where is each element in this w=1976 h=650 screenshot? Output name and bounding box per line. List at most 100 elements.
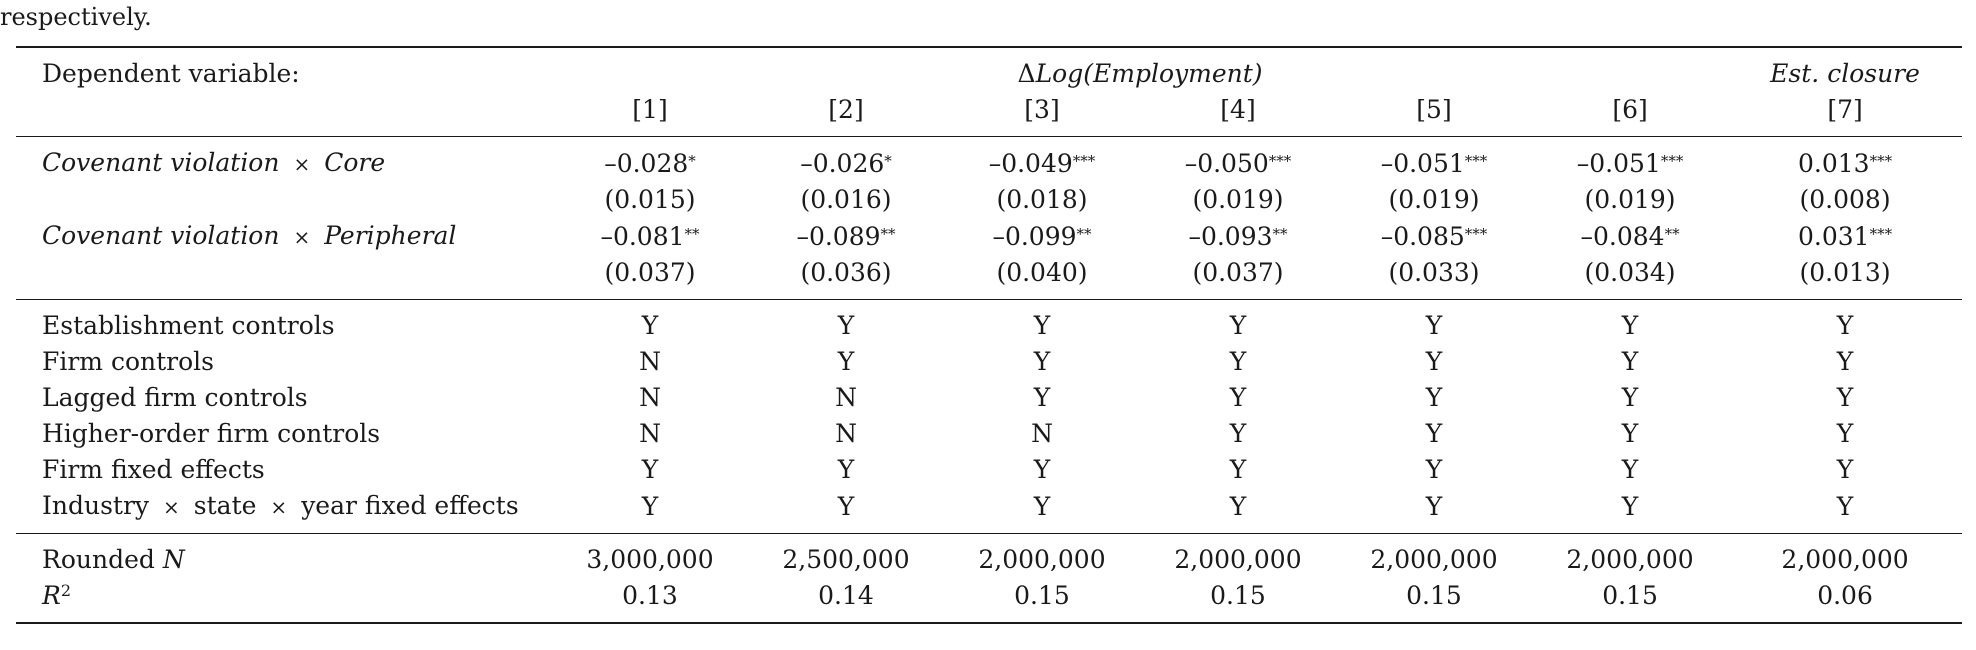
delta-symbol: Δ — [1017, 59, 1036, 88]
control-flag: Y — [1836, 347, 1854, 376]
r2-label: R2 — [16, 578, 552, 624]
control-label: Industry × state × year fixed effects — [42, 491, 519, 520]
control-flag: Y — [1728, 299, 1963, 344]
control-flag: Y — [1836, 383, 1854, 412]
control-row-higher-order: Higher-order firm controls N N N Y Y Y Y — [16, 416, 1962, 452]
r2-value: 0.13 — [552, 578, 748, 624]
n-value: 2,000,000 — [1140, 533, 1336, 578]
se-cell: (0.019) — [1584, 185, 1676, 214]
column-number: [2] — [828, 95, 864, 124]
n-value: 3,000,000 — [552, 533, 748, 578]
control-row-lagged: Lagged firm controls N N Y Y Y Y Y — [16, 380, 1962, 416]
control-flag: N — [639, 347, 661, 376]
stats-row-r2: R2 0.13 0.14 0.15 0.15 0.15 0.15 0.06 — [16, 578, 1963, 624]
estimate-cell: –0.028* — [552, 136, 748, 182]
control-flag: Y — [1621, 383, 1639, 412]
control-row-firm: Firm controls N Y Y Y Y Y Y — [16, 344, 1962, 380]
estimate-cell: –0.089** — [796, 221, 896, 251]
control-flag: Y — [748, 299, 944, 344]
se-cell: (0.037) — [1192, 258, 1284, 287]
control-label: Higher-order firm controls — [42, 419, 381, 448]
control-flag: Y — [1229, 383, 1247, 412]
control-flag: Y — [1425, 455, 1443, 484]
control-flag: Y — [1425, 491, 1443, 521]
control-flag: Y — [1425, 347, 1443, 376]
estimate-cell: –0.099** — [992, 221, 1092, 251]
control-flag: Y — [1033, 491, 1051, 521]
se-cell: (0.034) — [1584, 258, 1676, 287]
column-number: [3] — [1024, 95, 1060, 124]
coef-label-core: Covenant violation × Core — [16, 136, 552, 182]
r2-value: 0.15 — [1140, 578, 1336, 624]
r2-value: 0.15 — [1532, 578, 1729, 624]
column-number: [5] — [1416, 95, 1452, 124]
se-row-core: (0.015) (0.016) (0.018) (0.019) (0.019) … — [16, 182, 1962, 218]
header-empty-cell — [16, 92, 552, 137]
control-label: Establishment controls — [16, 299, 552, 344]
control-label: Firm controls — [42, 347, 214, 376]
estimate-cell: 0.013*** — [1728, 136, 1963, 182]
control-flag: N — [1031, 419, 1053, 448]
coef-row-peripheral: Covenant violation × Peripheral –0.081** –… — [16, 218, 1962, 255]
se-empty-cell — [16, 255, 552, 300]
control-flag: Y — [1425, 383, 1443, 412]
control-flag: Y — [1033, 347, 1051, 376]
control-flag: N — [639, 419, 661, 448]
control-row-industry-state-year-fe: Industry × state × year fixed effects Y Y Y … — [16, 488, 1962, 534]
se-cell: (0.036) — [800, 258, 892, 287]
control-row-establishment: Establishment controls Y Y Y Y Y Y Y — [16, 299, 1963, 344]
control-row-firm-fe: Firm fixed effects Y Y Y Y Y Y Y — [16, 452, 1962, 488]
n-value: 2,000,000 — [1728, 533, 1963, 578]
control-flag: Y — [837, 347, 855, 376]
dependent-variable-label: Dependent variable: — [16, 46, 552, 92]
n-value: 2,500,000 — [748, 533, 944, 578]
coef-label-peripheral: Covenant violation × Peripheral — [42, 221, 457, 250]
estimate-cell: –0.085*** — [1380, 221, 1488, 251]
estimate-cell: –0.051*** — [1532, 136, 1729, 182]
estimate-cell: –0.081** — [600, 221, 700, 251]
r2-value: 0.06 — [1728, 578, 1963, 624]
column-number: [4] — [1220, 95, 1256, 124]
control-flag: Y — [1836, 491, 1854, 521]
se-cell: (0.019) — [1192, 185, 1284, 214]
r2-value: 0.15 — [944, 578, 1140, 624]
header-row-columns: [1] [2] [3] [4] [5] [6] [7] — [16, 92, 1962, 137]
log-employment-label: Log(Employment) — [1035, 59, 1263, 88]
control-flag: Y — [1033, 455, 1051, 484]
se-cell: (0.040) — [996, 258, 1088, 287]
control-flag: N — [835, 383, 857, 412]
estimate-cell: –0.084** — [1580, 221, 1680, 251]
control-flag: Y — [944, 299, 1140, 344]
column-number: [7] — [1827, 95, 1863, 124]
control-flag: Y — [1229, 491, 1247, 521]
control-flag: Y — [1836, 455, 1854, 484]
control-flag: N — [835, 419, 857, 448]
header-row-dependent: Dependent variable: ΔLog(Employment) Est… — [16, 46, 1963, 92]
n-value: 2,000,000 — [1336, 533, 1532, 578]
control-flag: Y — [1621, 419, 1639, 448]
control-flag: Y — [1425, 419, 1443, 448]
control-label: Firm fixed effects — [42, 455, 265, 484]
se-empty-cell — [16, 182, 552, 218]
coef-row-core: Covenant violation × Core –0.028* –0.026* … — [16, 136, 1963, 182]
n-value: 2,000,000 — [1532, 533, 1729, 578]
control-flag: Y — [837, 491, 855, 521]
control-flag: Y — [837, 455, 855, 484]
se-cell: (0.019) — [1388, 185, 1480, 214]
r2-value: 0.14 — [748, 578, 944, 624]
dependent-variable-closure: Est. closure — [1728, 46, 1963, 92]
control-flag: Y — [1033, 383, 1051, 412]
column-number: [6] — [1612, 95, 1648, 124]
estimate-cell: –0.051*** — [1336, 136, 1532, 182]
estimate-cell: –0.049*** — [944, 136, 1140, 182]
control-flag: Y — [641, 491, 659, 521]
stats-row-n: Rounded N 3,000,000 2,500,000 2,000,000 … — [16, 533, 1963, 578]
control-flag: Y — [1836, 419, 1854, 448]
r2-value: 0.15 — [1336, 578, 1532, 624]
control-flag: Y — [1229, 347, 1247, 376]
se-cell: (0.013) — [1799, 258, 1891, 287]
se-cell: (0.033) — [1388, 258, 1480, 287]
control-flag: Y — [1621, 491, 1639, 521]
estimate-cell: –0.026* — [748, 136, 944, 182]
preceding-text-fragment: respectively. — [0, 3, 152, 31]
